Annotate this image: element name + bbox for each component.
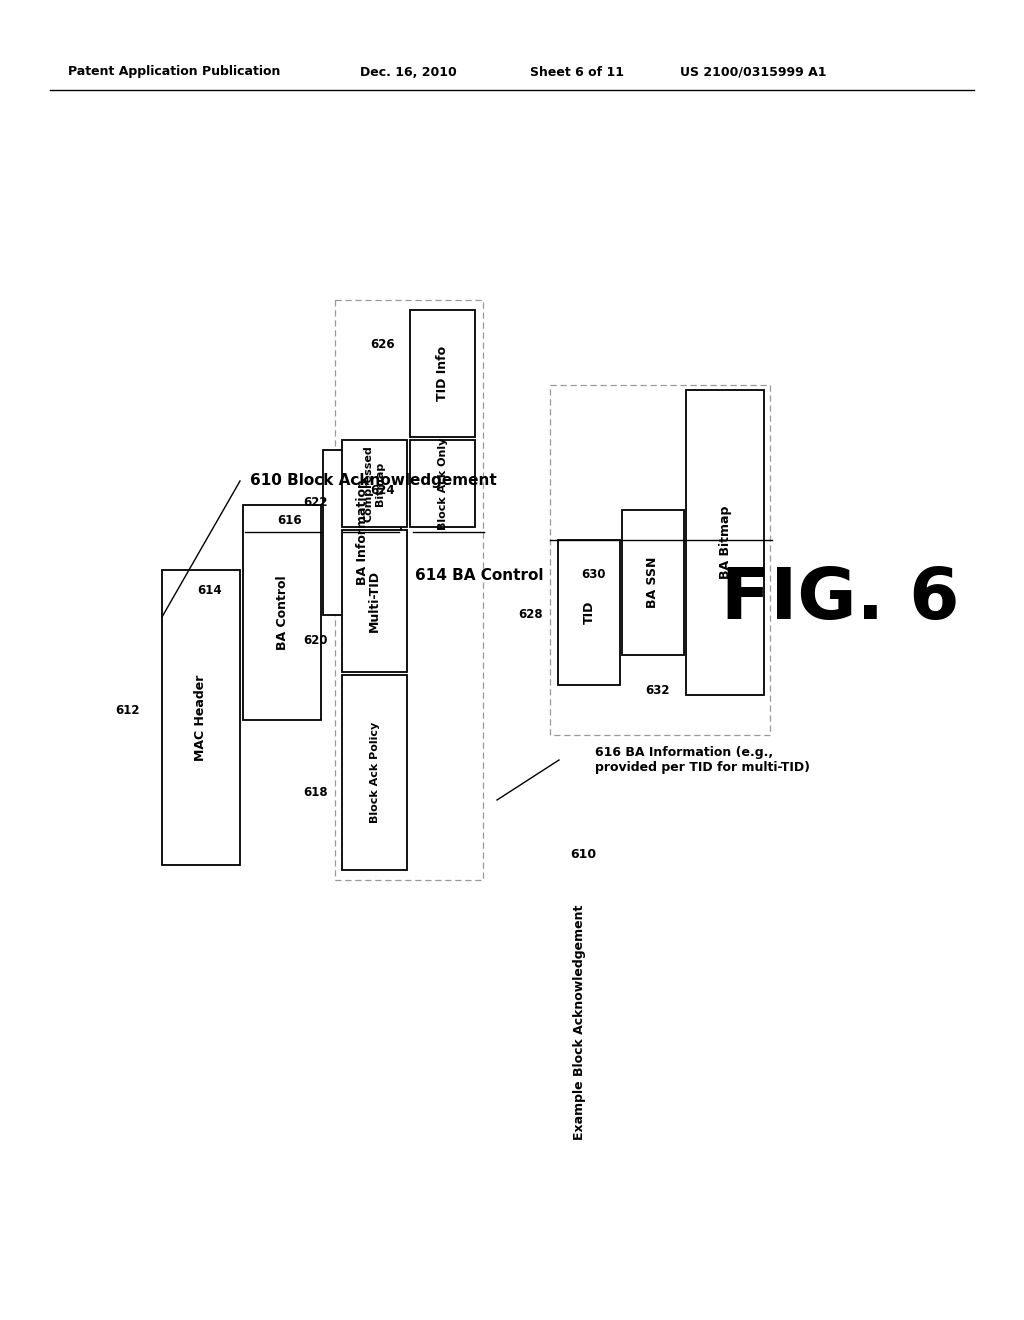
Bar [410, 310, 475, 437]
Text: BA Control: BA Control [275, 576, 289, 649]
Bar [342, 531, 407, 672]
Text: 626: 626 [371, 338, 395, 351]
Bar [622, 510, 684, 655]
Text: 632: 632 [645, 684, 670, 697]
Text: 624: 624 [371, 483, 395, 496]
Text: 614 BA Control: 614 BA Control [415, 568, 544, 582]
Text: TID: TID [583, 601, 596, 624]
Text: Dec. 16, 2010: Dec. 16, 2010 [360, 66, 457, 78]
Bar [558, 540, 620, 685]
Bar [686, 389, 764, 696]
Text: US 2100/0315999 A1: US 2100/0315999 A1 [680, 66, 826, 78]
Text: 612: 612 [116, 704, 140, 717]
Text: Patent Application Publication: Patent Application Publication [68, 66, 281, 78]
Text: 630: 630 [582, 569, 606, 582]
Text: BA Information: BA Information [355, 479, 369, 586]
Text: 618: 618 [303, 787, 328, 800]
Text: 614: 614 [198, 583, 222, 597]
Bar [162, 570, 240, 865]
Text: 610 Block Acknowledgement: 610 Block Acknowledgement [250, 473, 497, 487]
Text: 620: 620 [303, 634, 328, 647]
Text: 616: 616 [278, 513, 302, 527]
Text: Block Ack Only: Block Ack Only [437, 437, 447, 529]
Bar [550, 385, 770, 735]
Text: 610: 610 [570, 849, 596, 862]
Text: BA SSN: BA SSN [646, 557, 659, 609]
Bar [323, 450, 401, 615]
Text: BA Bitmap: BA Bitmap [719, 506, 731, 579]
Text: 622: 622 [303, 496, 328, 510]
Bar [243, 506, 321, 719]
Bar [342, 440, 407, 527]
Text: Block Ack Policy: Block Ack Policy [370, 722, 380, 824]
Text: TID Info: TID Info [436, 346, 449, 401]
Text: 616 BA Information (e.g.,
provided per TID for multi-TID): 616 BA Information (e.g., provided per T… [595, 746, 810, 774]
Text: Compressed
Bitmap: Compressed Bitmap [364, 445, 385, 521]
Text: Multi-TID: Multi-TID [368, 570, 381, 632]
Text: FIG. 6: FIG. 6 [721, 565, 959, 635]
Text: Sheet 6 of 11: Sheet 6 of 11 [530, 66, 624, 78]
Text: MAC Header: MAC Header [195, 675, 208, 760]
Text: 628: 628 [518, 609, 543, 622]
Bar [335, 300, 483, 880]
Text: Example Block Acknowledgement: Example Block Acknowledgement [573, 906, 587, 1140]
Bar [410, 440, 475, 527]
Bar [342, 675, 407, 870]
